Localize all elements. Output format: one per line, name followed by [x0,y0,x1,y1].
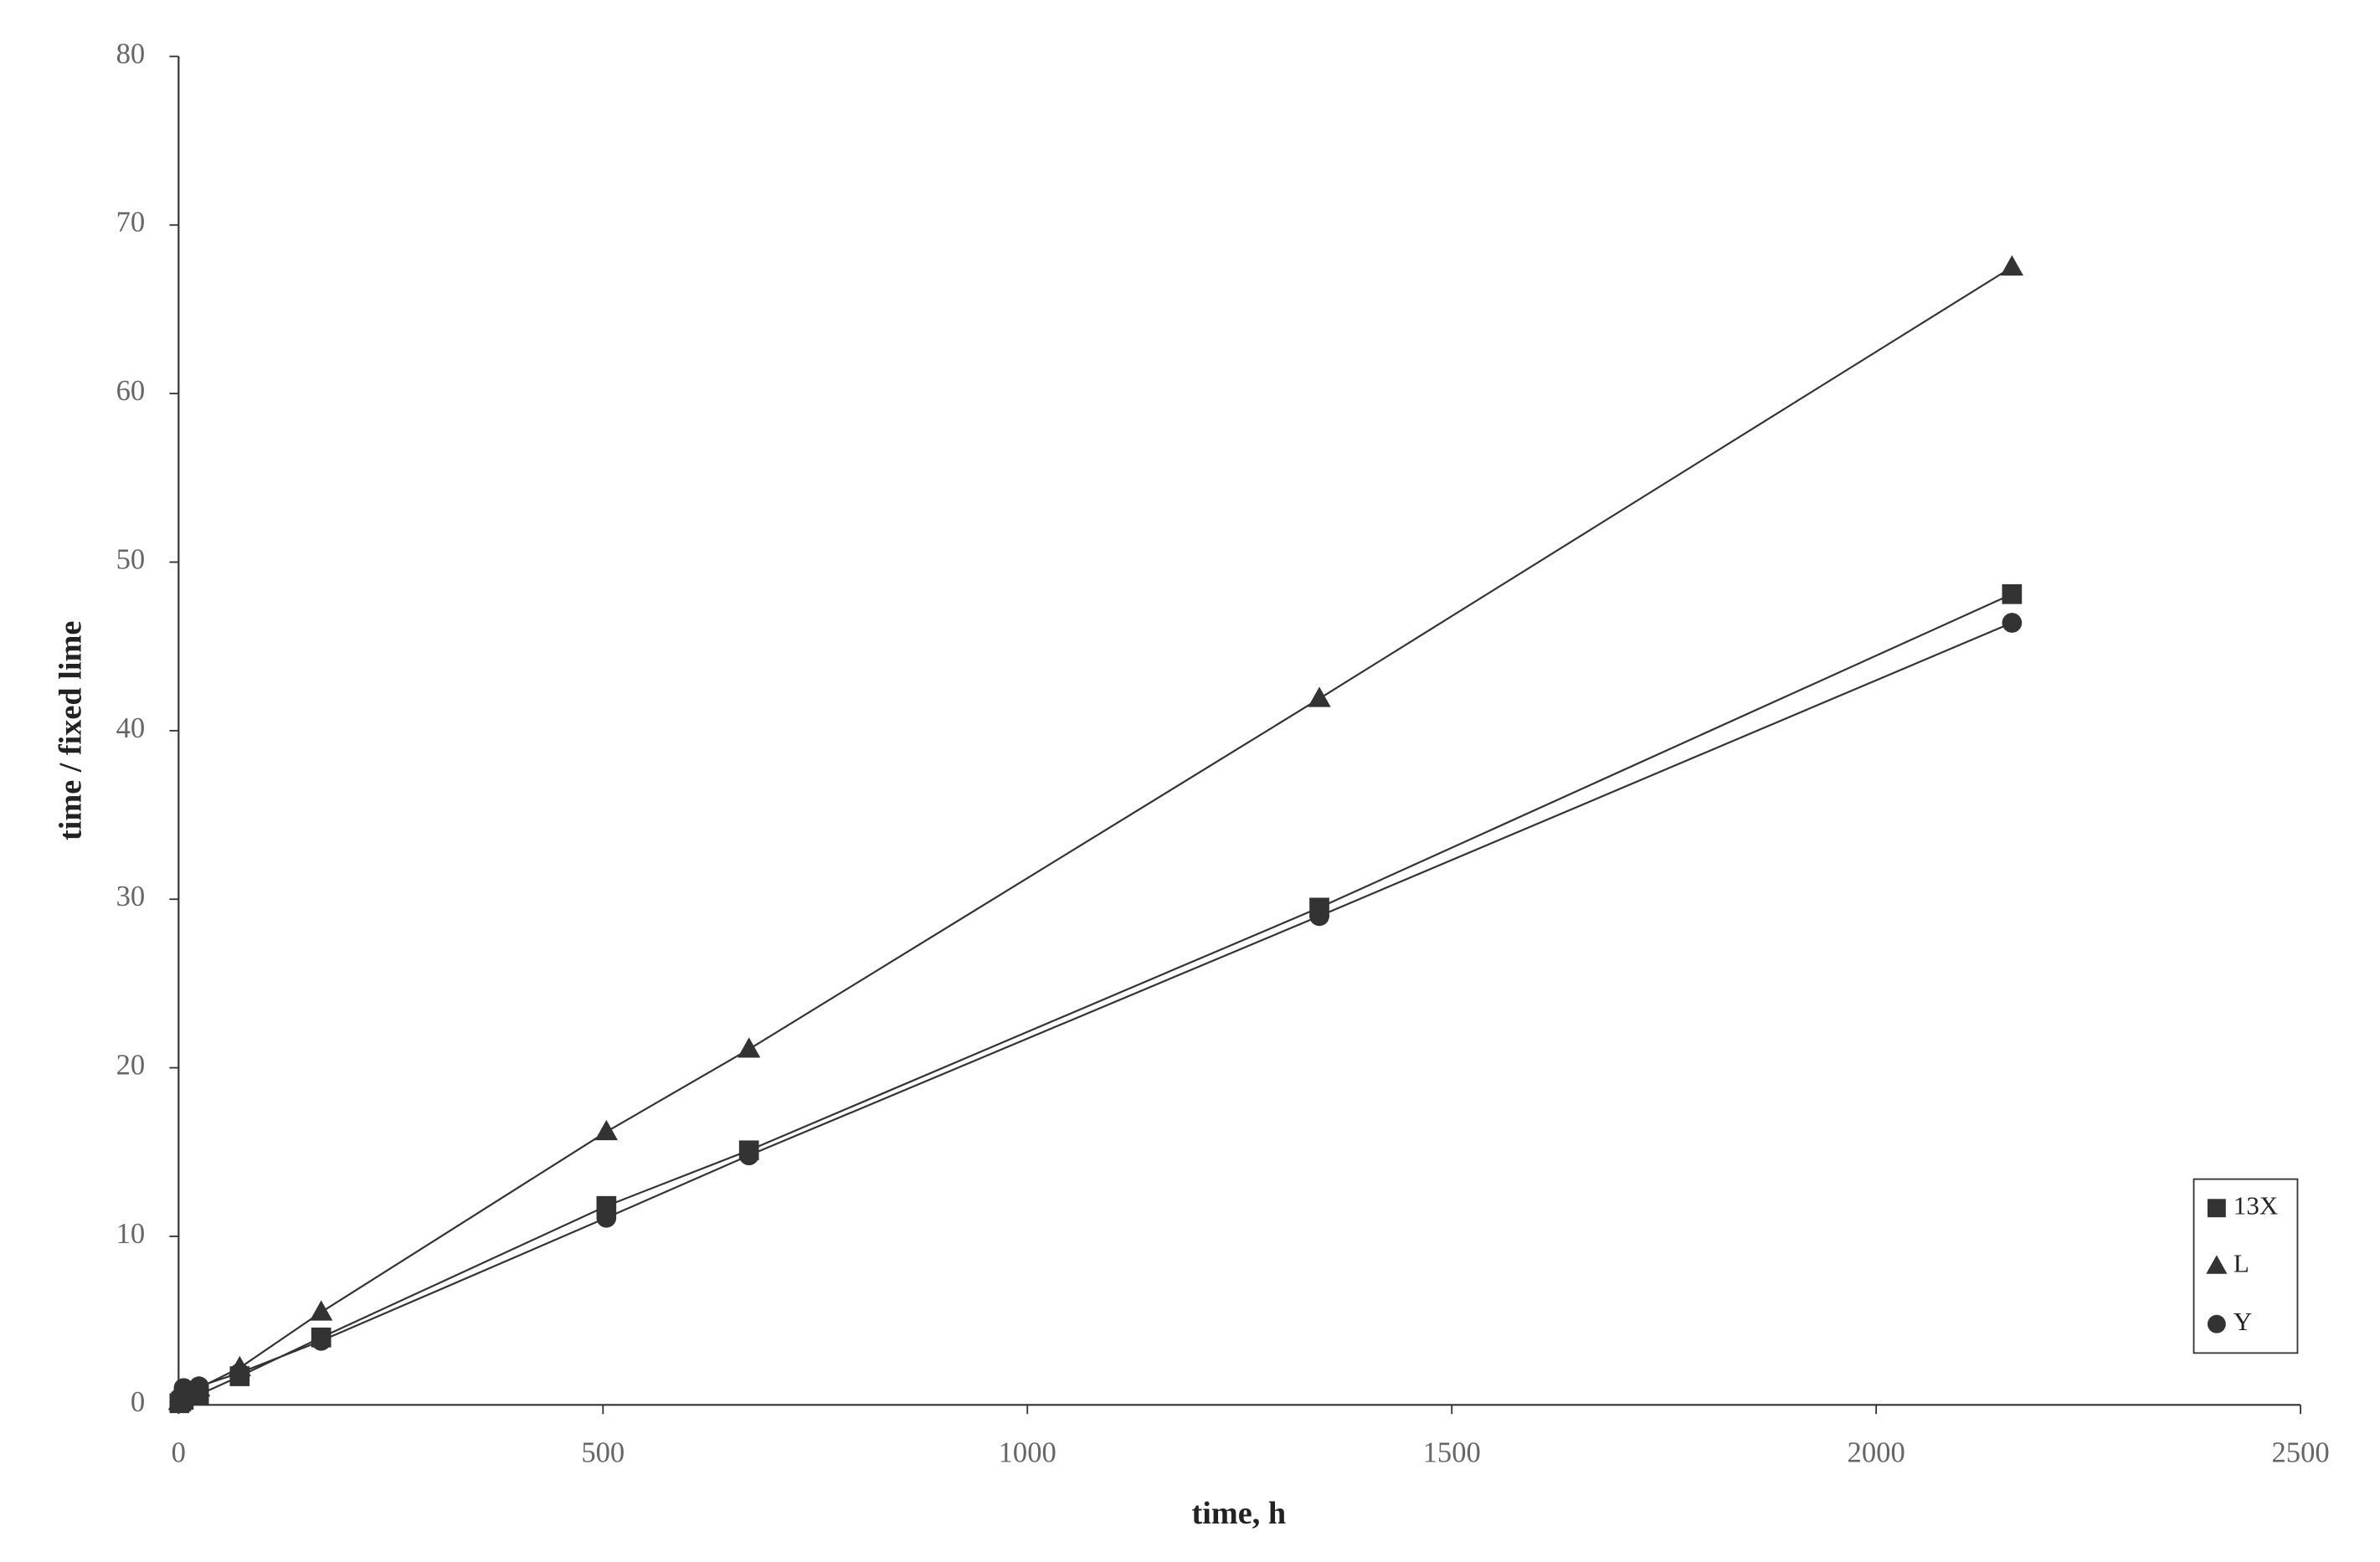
marker-square [2207,1199,2226,1218]
y-tick-label: 70 [116,207,146,239]
x-tick-label: 2000 [1848,1436,1905,1468]
marker-triangle [738,1037,761,1058]
marker-circle [2207,1314,2226,1333]
y-tick-label: 50 [116,543,146,575]
y-tick-label: 40 [116,712,146,744]
x-tick-label: 1000 [999,1436,1056,1468]
x-tick-label: 2500 [2272,1436,2330,1468]
series-line [178,266,2012,1402]
y-tick-label: 0 [131,1386,145,1418]
y-axis-title: time / fixed lime [53,621,88,840]
marker-triangle [2206,1255,2228,1274]
legend-label: L [2233,1249,2249,1278]
y-tick-label: 60 [116,375,146,407]
marker-circle [311,1330,332,1351]
x-tick-label: 500 [581,1436,625,1468]
marker-circle [596,1207,617,1228]
x-tick-label: 0 [172,1436,186,1468]
series-line [178,621,2012,1400]
y-tick-label: 30 [116,881,146,912]
marker-circle [738,1145,759,1166]
marker-circle [1309,906,1329,927]
marker-square [2002,583,2023,604]
marker-circle [188,1376,209,1397]
legend-label: 13X [2233,1190,2278,1220]
marker-circle [2002,613,2023,633]
series-line [178,593,2012,1405]
y-tick-label: 20 [116,1050,146,1082]
y-tick-label: 10 [116,1218,146,1250]
marker-circle [173,1378,194,1399]
marker-triangle [310,1300,333,1321]
x-axis-title: time, h [1192,1496,1287,1531]
y-tick-label: 80 [116,38,146,69]
marker-triangle [2000,254,2024,276]
legend-label: Y [2233,1307,2252,1336]
x-tick-label: 1500 [1423,1436,1481,1468]
marker-circle [229,1363,250,1383]
marker-triangle [594,1119,618,1141]
marker-triangle [1308,686,1331,707]
